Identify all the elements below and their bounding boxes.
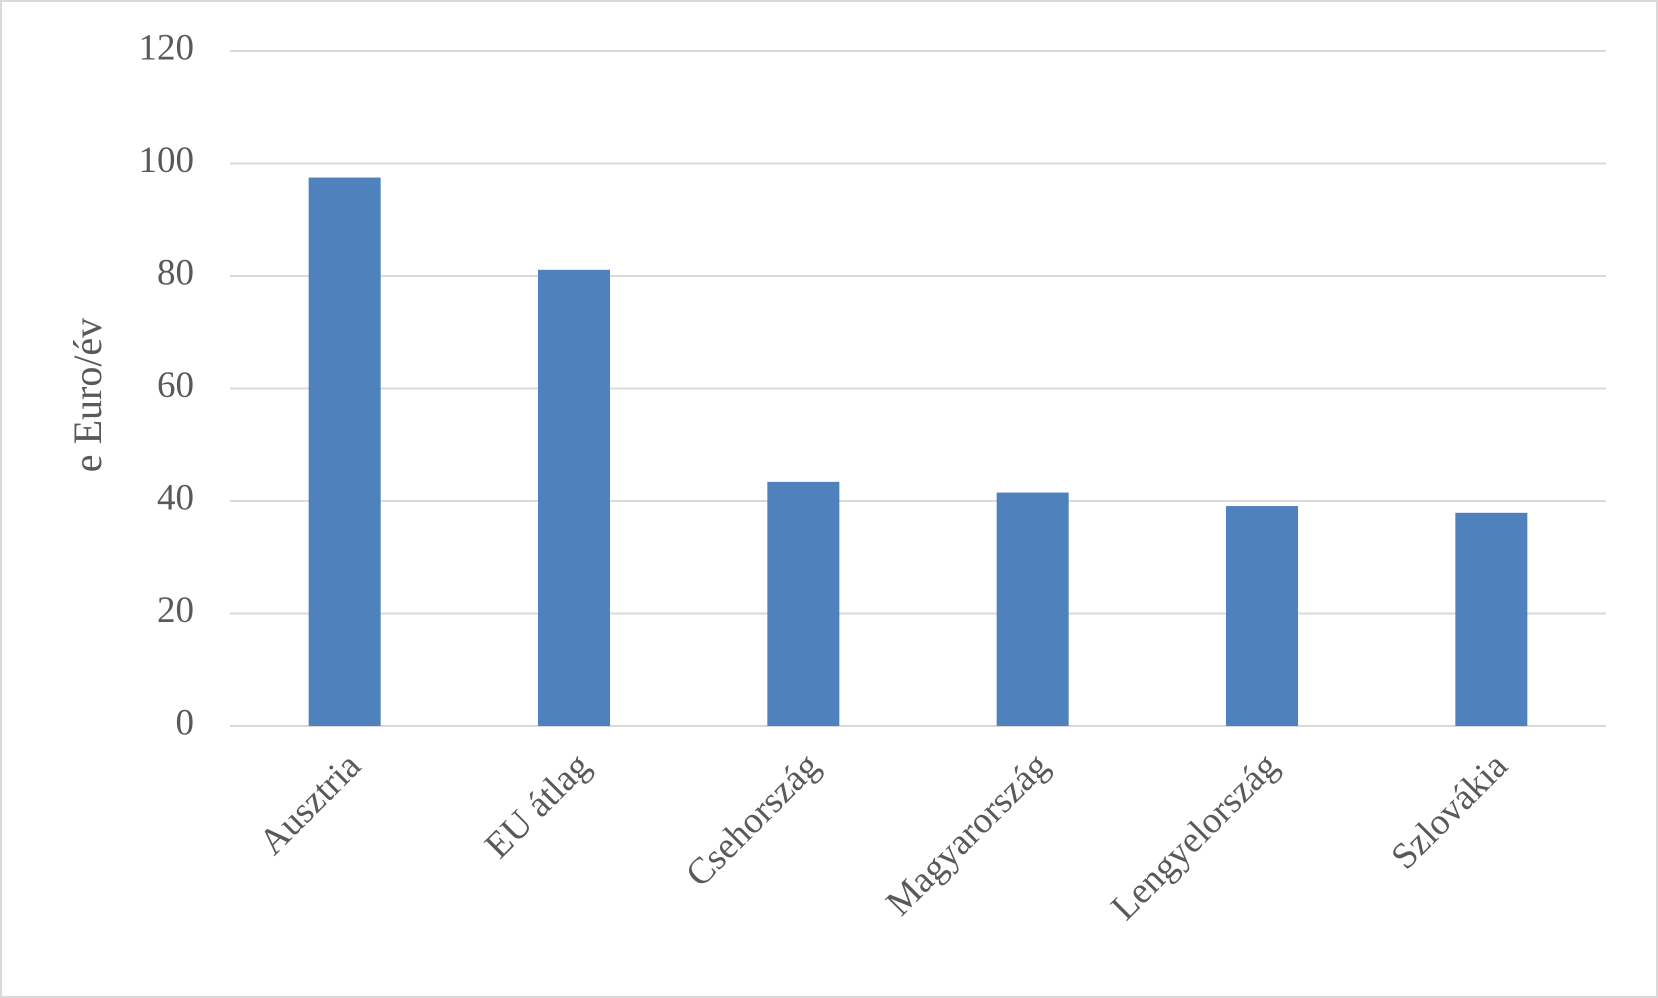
y-tick-label: 0 <box>176 702 195 743</box>
y-tick-label: 40 <box>157 477 194 518</box>
bar <box>767 481 840 726</box>
y-axis-label: e Euro/év <box>65 318 110 472</box>
bar <box>308 177 381 726</box>
y-tick-label: 20 <box>157 590 194 631</box>
y-tick-label: 60 <box>157 365 194 406</box>
bar <box>1226 506 1298 726</box>
y-tick-label: 100 <box>139 140 195 181</box>
bar <box>1455 512 1528 726</box>
y-tick-label: 80 <box>157 252 194 293</box>
y-tick-label: 120 <box>139 27 195 68</box>
bar <box>538 269 610 726</box>
bar <box>996 492 1069 726</box>
